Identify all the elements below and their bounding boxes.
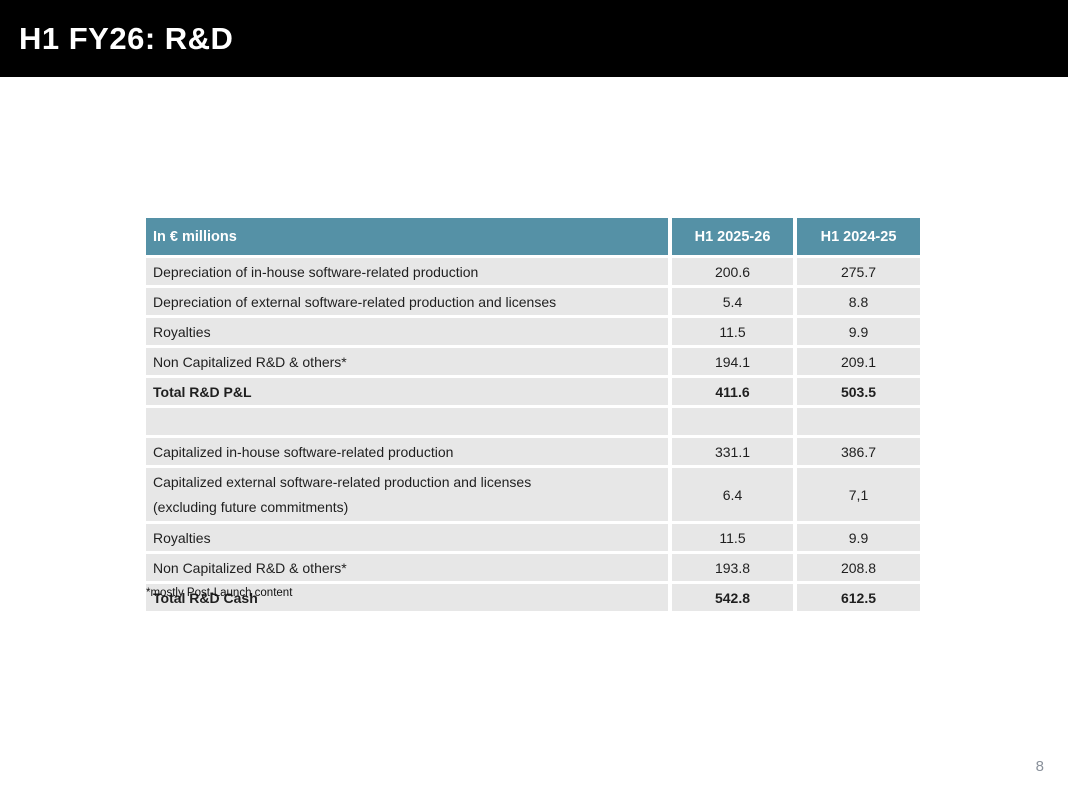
cell-value bbox=[797, 408, 920, 435]
cell-value: 193.8 bbox=[672, 554, 793, 581]
cell-value: 6.4 bbox=[672, 468, 793, 521]
table-header-units: In € millions bbox=[146, 218, 668, 255]
table-header-h1-2024-25: H1 2024-25 bbox=[797, 218, 920, 255]
table-row: Royalties 11.5 9.9 bbox=[146, 524, 920, 551]
table-header-row: In € millions H1 2025-26 H1 2024-25 bbox=[146, 218, 920, 255]
cell-value: 11.5 bbox=[672, 318, 793, 345]
row-label bbox=[146, 408, 668, 435]
table-row-spacer bbox=[146, 408, 920, 435]
cell-value: 208.8 bbox=[797, 554, 920, 581]
row-label: Capitalized external software-related pr… bbox=[146, 468, 668, 521]
table-row: Capitalized in-house software-related pr… bbox=[146, 438, 920, 465]
footnote: *mostly Post-Launch content bbox=[146, 587, 293, 599]
cell-value: 386.7 bbox=[797, 438, 920, 465]
row-label: Royalties bbox=[146, 318, 668, 345]
cell-value: 542.8 bbox=[672, 584, 793, 611]
cell-value: 5.4 bbox=[672, 288, 793, 315]
cell-value: 8.8 bbox=[797, 288, 920, 315]
row-label-line1: Capitalized external software-related pr… bbox=[153, 473, 532, 490]
table-row: Capitalized external software-related pr… bbox=[146, 468, 920, 521]
page-title: H1 FY26: R&D bbox=[19, 20, 234, 56]
rd-expenses-table: In € millions H1 2025-26 H1 2024-25 Depr… bbox=[146, 218, 920, 614]
cell-value: 9.9 bbox=[797, 524, 920, 551]
cell-value: 275.7 bbox=[797, 258, 920, 285]
cell-value: 612.5 bbox=[797, 584, 920, 611]
table-row: Depreciation of in-house software-relate… bbox=[146, 258, 920, 285]
cell-value: 200.6 bbox=[672, 258, 793, 285]
row-label: Depreciation of in-house software-relate… bbox=[146, 258, 668, 285]
cell-value bbox=[672, 408, 793, 435]
cell-value: 7,1 bbox=[797, 468, 920, 521]
cell-value: 209.1 bbox=[797, 348, 920, 375]
title-bar: H1 FY26: R&D bbox=[0, 0, 1068, 77]
row-label: Capitalized in-house software-related pr… bbox=[146, 438, 668, 465]
row-label: Non Capitalized R&D & others* bbox=[146, 348, 668, 375]
row-label: Total R&D Cash bbox=[146, 584, 668, 611]
page-number: 8 bbox=[1035, 758, 1044, 775]
cell-value: 503.5 bbox=[797, 378, 920, 405]
row-label: Total R&D P&L bbox=[146, 378, 668, 405]
table-row-total-pl: Total R&D P&L 411.6 503.5 bbox=[146, 378, 920, 405]
cell-value: 331.1 bbox=[672, 438, 793, 465]
table-header-h1-2025-26: H1 2025-26 bbox=[672, 218, 793, 255]
cell-value: 9.9 bbox=[797, 318, 920, 345]
table-row-total-cash: Total R&D Cash 542.8 612.5 bbox=[146, 584, 920, 611]
table-row: Non Capitalized R&D & others* 193.8 208.… bbox=[146, 554, 920, 581]
row-label: Depreciation of external software-relate… bbox=[146, 288, 668, 315]
row-label: Royalties bbox=[146, 524, 668, 551]
row-label-line2: (excluding future commitments) bbox=[153, 498, 349, 515]
table-row: Royalties 11.5 9.9 bbox=[146, 318, 920, 345]
cell-value: 11.5 bbox=[672, 524, 793, 551]
cell-value: 194.1 bbox=[672, 348, 793, 375]
table-row: Non Capitalized R&D & others* 194.1 209.… bbox=[146, 348, 920, 375]
row-label: Non Capitalized R&D & others* bbox=[146, 554, 668, 581]
cell-value: 411.6 bbox=[672, 378, 793, 405]
table-row: Depreciation of external software-relate… bbox=[146, 288, 920, 315]
